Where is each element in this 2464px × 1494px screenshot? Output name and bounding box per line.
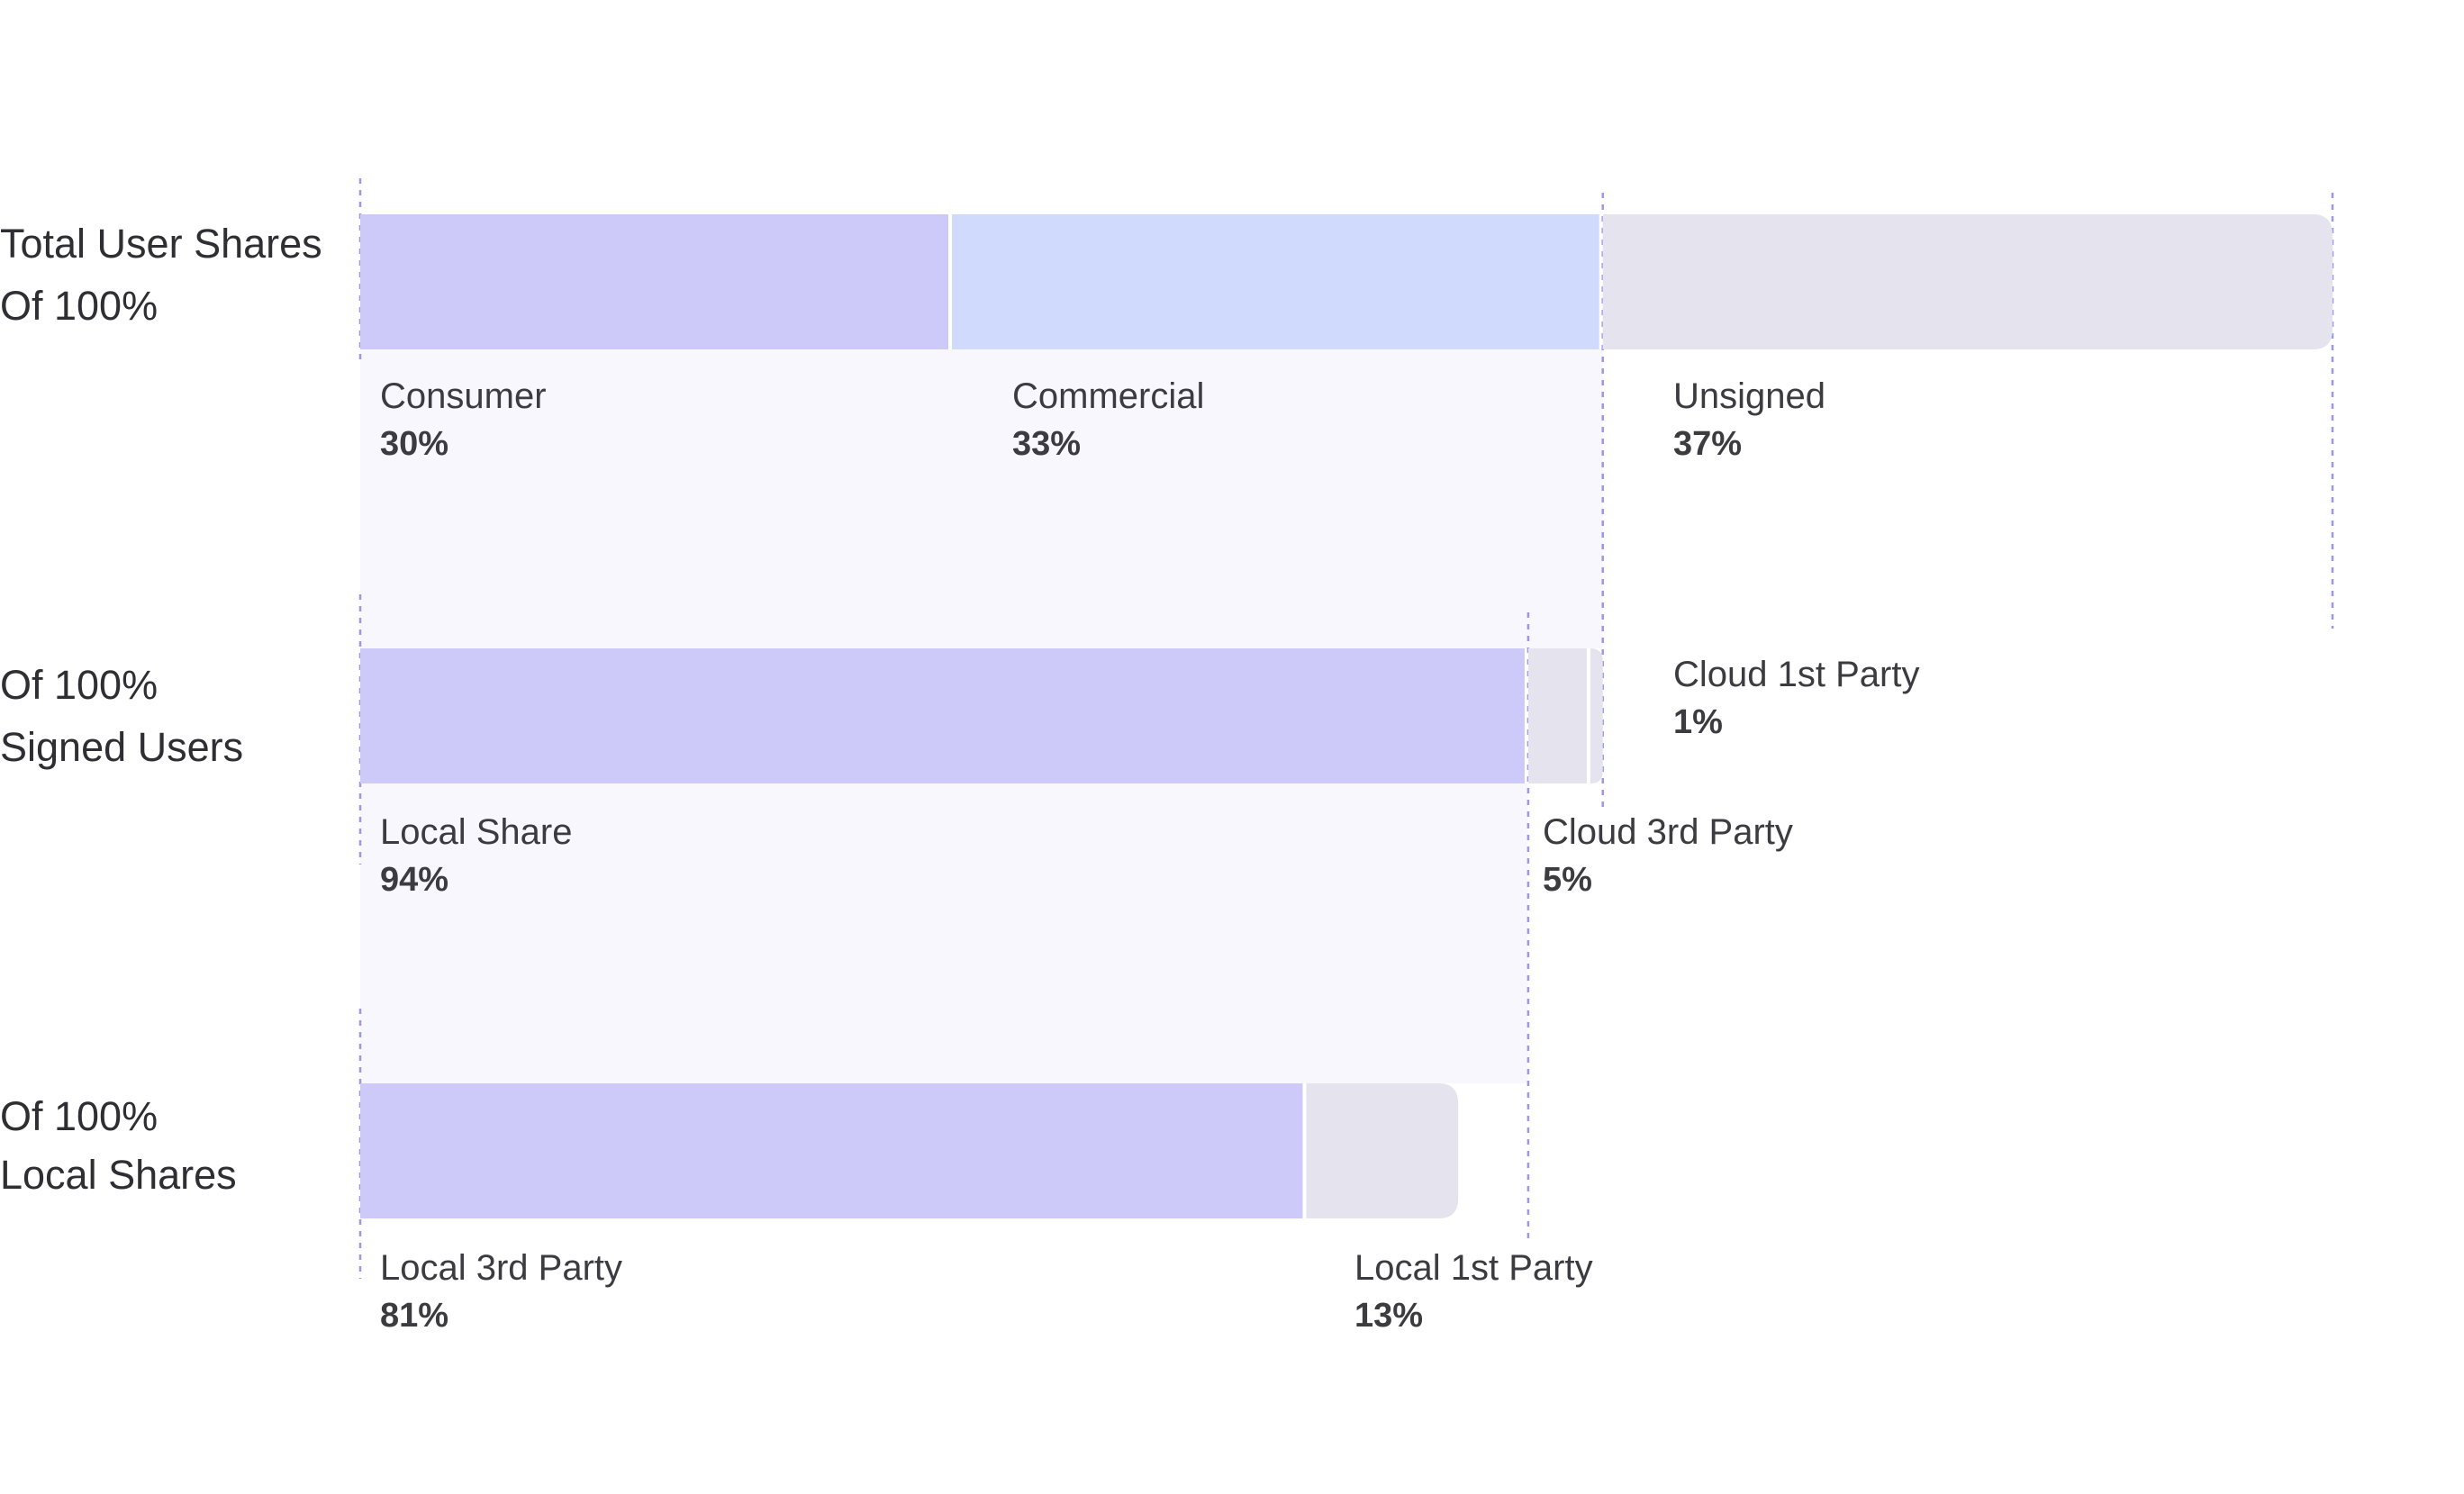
breakdown-band-2 [360, 783, 1528, 1083]
segment-value-3-2: 13% [1354, 1297, 1423, 1335]
bar-segment-2-3 [1590, 648, 1603, 783]
segment-label-2-3: Cloud 1st Party [1673, 655, 1919, 694]
breakdown-band-1 [360, 349, 1603, 648]
segment-label-2-1: Local Share [380, 812, 572, 852]
segment-value-1-2: 33% [1012, 425, 1081, 463]
row-label-2-line-1: Of 100% [0, 662, 158, 708]
bar-segment-1-2 [952, 214, 1599, 349]
segment-value-2-1: 94% [380, 861, 448, 899]
bar-segment-3-1 [360, 1083, 1303, 1218]
row-label-1-line-2: Of 100% [0, 283, 158, 329]
bar-segment-1-1 [360, 214, 948, 349]
segment-label-3-1: Local 3rd Party [380, 1248, 622, 1288]
bar-segment-3-2 [1306, 1083, 1459, 1218]
row-label-3-line-2: Local Shares [0, 1152, 237, 1198]
bar-segment-2-1 [360, 648, 1525, 783]
segment-value-2-3: 1% [1673, 703, 1723, 741]
segment-value-1-3: 37% [1673, 425, 1742, 463]
segment-label-1-2: Commercial [1012, 376, 1204, 416]
row-label-1-line-1: Total User Shares [0, 221, 322, 267]
row-label-2-line-2: Signed Users [0, 724, 243, 770]
row-label-3-line-1: Of 100% [0, 1093, 158, 1139]
segment-label-2-2: Cloud 3rd Party [1543, 812, 1793, 852]
segment-value-2-2: 5% [1543, 861, 1592, 899]
segment-label-1-1: Consumer [380, 376, 547, 416]
bar-segment-2-2 [1527, 648, 1587, 783]
segment-label-1-3: Unsigned [1673, 376, 1825, 416]
segment-value-3-1: 81% [380, 1297, 448, 1335]
segment-value-1-1: 30% [380, 425, 448, 463]
bar-segment-1-3 [1602, 214, 2333, 349]
segment-label-3-2: Local 1st Party [1354, 1248, 1593, 1288]
